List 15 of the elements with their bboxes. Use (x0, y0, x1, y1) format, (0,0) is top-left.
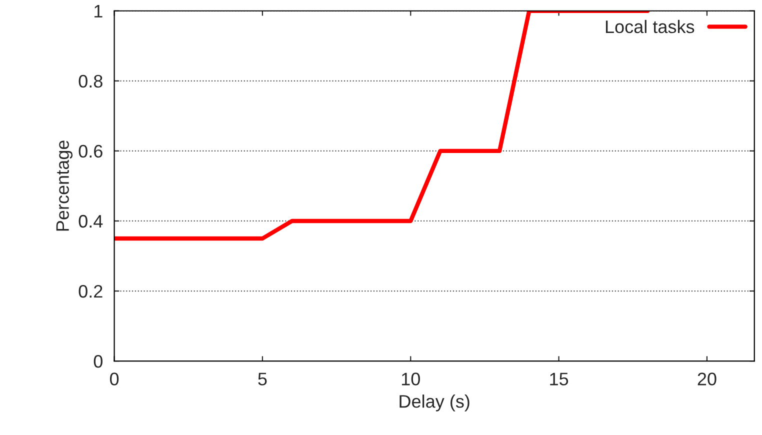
y-tick-label: 0.6 (78, 144, 102, 158)
y-tick-label: 0 (94, 354, 102, 368)
y-tick-label: 1 (94, 4, 102, 18)
y-tick-label: 0.4 (78, 214, 103, 228)
x-tick-label: 10 (402, 372, 420, 386)
x-tick-label: 5 (258, 372, 267, 386)
y-axis-title: Percentage (56, 140, 73, 231)
y-tick-label: 0.8 (78, 74, 102, 88)
x-tick-label: 0 (110, 372, 119, 386)
y-tick-label: 0.2 (78, 284, 102, 298)
line-series (114, 10, 650, 241)
x-tick-label: 15 (550, 372, 568, 386)
x-tick-label: 20 (698, 372, 716, 386)
x-axis-title: Delay (s) (400, 394, 470, 412)
legend-label: Local tasks (606, 20, 694, 34)
